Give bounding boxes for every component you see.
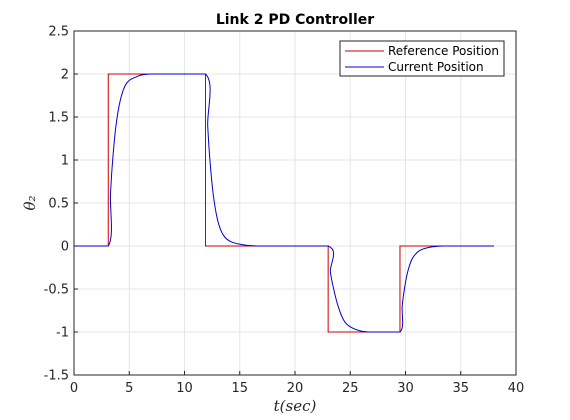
y-tick-label: -1.5 bbox=[44, 369, 69, 384]
x-tick-label: 25 bbox=[342, 381, 359, 396]
x-tick-label: 20 bbox=[287, 381, 304, 396]
legend-box bbox=[339, 40, 505, 77]
x-tick-label: 10 bbox=[176, 381, 193, 396]
y-tick-label: 2.5 bbox=[48, 25, 69, 40]
x-tick-label: 15 bbox=[231, 381, 248, 396]
x-tick-label: 40 bbox=[508, 381, 525, 396]
y-tick-label: 0 bbox=[61, 240, 69, 255]
x-tick-label: 0 bbox=[70, 381, 78, 396]
y-tick-label: 2 bbox=[61, 68, 69, 83]
x-axis-label: t(sec) bbox=[274, 397, 317, 415]
legend-label-reference-position: Reference Position bbox=[388, 44, 499, 58]
y-tick-label: -0.5 bbox=[44, 283, 69, 298]
legend-label-current-position: Current Position bbox=[388, 60, 484, 74]
axes-frame bbox=[73, 30, 517, 376]
x-tick-label: 5 bbox=[125, 381, 133, 396]
plot-area: 0 5 10 15 20 25 30 35 40 2.5 2 1.5 1 0.5 0 -0.5 -1 -1.5 bbox=[44, 25, 525, 397]
series-line-current-position bbox=[74, 73, 494, 333]
y-axis-label: θ₂ bbox=[21, 195, 39, 210]
x-tick-label: 30 bbox=[397, 381, 414, 396]
x-tick-label: 35 bbox=[452, 381, 469, 396]
y-tick-label: -1 bbox=[56, 326, 69, 341]
y-tick-label: 1 bbox=[61, 154, 69, 169]
chart-title: Link 2 PD Controller bbox=[216, 12, 374, 28]
legend: Reference Position Current Position bbox=[339, 40, 505, 77]
y-tick-label: 0.5 bbox=[48, 197, 69, 212]
y-tick-label: 1.5 bbox=[48, 111, 69, 126]
